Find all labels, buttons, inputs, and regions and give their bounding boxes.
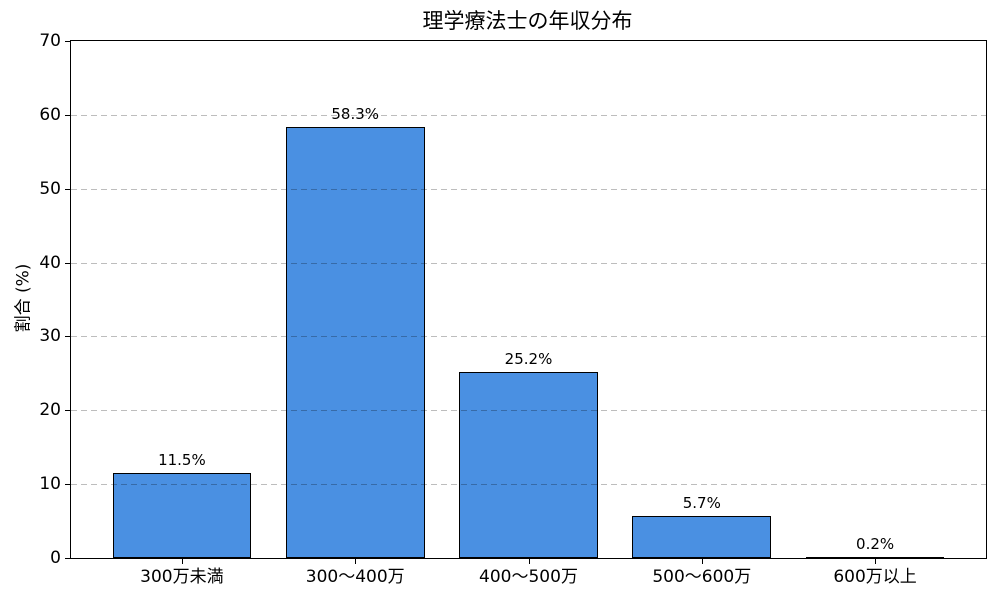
y-tick-mark: [65, 484, 70, 486]
y-tick-mark: [65, 410, 70, 412]
gridline: [71, 410, 986, 412]
bar-value-label: 25.2%: [504, 349, 553, 368]
y-tick-label: 20: [39, 400, 61, 421]
bar: [632, 515, 772, 558]
y-tick-label: 60: [39, 104, 61, 125]
x-tick-label: 600万以上: [833, 567, 917, 587]
x-tick-mark: [528, 559, 530, 564]
x-tick-mark: [181, 559, 183, 564]
y-tick-mark: [65, 262, 70, 264]
x-tick-label: 400〜500万: [479, 567, 578, 587]
gridline: [71, 336, 986, 338]
y-tick-label: 50: [39, 178, 61, 199]
chart-title: 理学療法士の年収分布: [422, 9, 633, 33]
bar-value-label: 11.5%: [158, 451, 206, 470]
bar-value-label: 5.7%: [682, 493, 721, 512]
bar-value-label: 0.2%: [856, 534, 895, 553]
bar: [805, 556, 945, 559]
y-tick-label: 70: [39, 31, 61, 51]
y-tick-mark: [65, 558, 70, 559]
y-tick-mark: [65, 336, 70, 338]
y-tick-mark: [65, 188, 70, 190]
gridline: [71, 188, 986, 190]
plot-area: 11.5% 300万未満 58.3% 300〜400万 25.2% 400〜500万 5.7…: [39, 31, 987, 587]
x-tick-label: 300万未満: [140, 567, 224, 587]
x-tick-label: 300〜400万: [305, 567, 405, 587]
gridline: [71, 114, 986, 116]
x-tick-mark: [701, 559, 703, 564]
bar-value-label: 58.3%: [331, 105, 380, 124]
y-axis-label: 割合 (%): [13, 263, 34, 333]
bar: [285, 127, 425, 558]
bar: [112, 473, 252, 558]
y-tick-mark: [65, 114, 70, 116]
gridline: [71, 262, 986, 264]
y-tick-label: 0: [50, 548, 61, 568]
x-tick-mark: [875, 559, 877, 564]
x-tick-label: 500〜600万: [652, 567, 752, 587]
y-tick-label: 30: [39, 326, 61, 347]
bar: [459, 371, 598, 558]
y-tick-label: 40: [39, 252, 61, 273]
y-tick-label: 10: [39, 474, 61, 495]
gridline: [71, 484, 986, 486]
x-tick-mark: [355, 559, 357, 564]
y-tick-mark: [65, 41, 70, 42]
